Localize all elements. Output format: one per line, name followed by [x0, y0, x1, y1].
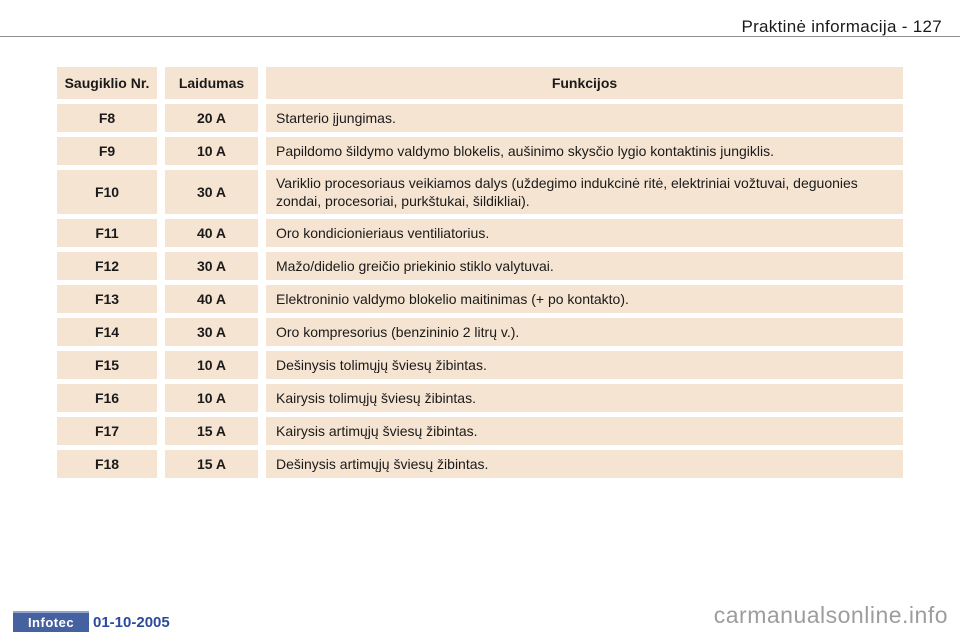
- amperage-cell: 30 A: [165, 170, 258, 215]
- function-cell: Oro kondicionieriaus ventiliatorius.: [266, 219, 903, 248]
- function-cell: Kairysis artimųjų šviesų žibintas.: [266, 417, 903, 446]
- fuse-number-cell: F18: [57, 450, 157, 479]
- infotec-logo: Infotec: [13, 611, 89, 632]
- publish-date: 01-10-2005: [93, 614, 170, 631]
- fuse-number-cell: F17: [57, 417, 157, 446]
- amperage-cell: 40 A: [165, 285, 258, 314]
- amperage-cell: 20 A: [165, 104, 258, 132]
- function-cell: Kairysis tolimųjų šviesų žibintas.: [266, 384, 903, 413]
- fuse-number-cell: F15: [57, 351, 157, 380]
- page-title: Praktinė informacija - 127: [741, 17, 942, 36]
- amperage-cell: 10 A: [165, 137, 258, 165]
- amperage-cell: 40 A: [165, 219, 258, 248]
- fuse-number-cell: F14: [57, 318, 157, 347]
- function-cell: Starterio įjungimas.: [266, 104, 903, 132]
- amperage-cell: 30 A: [165, 318, 258, 347]
- column-header-amperage: Laidumas: [165, 67, 258, 99]
- amperage-cell: 30 A: [165, 252, 258, 281]
- amperage-cell: 10 A: [165, 384, 258, 413]
- fuse-table: Saugiklio Nr. Laidumas Funkcijos F8 20 A…: [57, 67, 903, 479]
- amperage-cell: 15 A: [165, 417, 258, 446]
- fuse-number-cell: F16: [57, 384, 157, 413]
- fuse-number-cell: F12: [57, 252, 157, 281]
- function-cell: Mažo/didelio greičio priekinio stiklo va…: [266, 252, 903, 281]
- function-cell: Dešinysis tolimųjų šviesų žibintas.: [266, 351, 903, 380]
- function-cell: Dešinysis artimųjų šviesų žibintas.: [266, 450, 903, 479]
- amperage-cell: 10 A: [165, 351, 258, 380]
- fuse-number-cell: F8: [57, 104, 157, 132]
- column-header-fuse-number: Saugiklio Nr.: [57, 67, 157, 99]
- fuse-number-cell: F11: [57, 219, 157, 248]
- fuse-number-cell: F9: [57, 137, 157, 165]
- fuse-number-cell: F13: [57, 285, 157, 314]
- header-divider: [0, 36, 960, 37]
- column-header-functions: Funkcijos: [266, 67, 903, 99]
- amperage-cell: 15 A: [165, 450, 258, 479]
- function-cell: Elektroninio valdymo blokelio maitinimas…: [266, 285, 903, 314]
- function-cell: Papildomo šildymo valdymo blokelis, auši…: [266, 137, 903, 165]
- function-cell: Oro kompresorius (benzininio 2 litrų v.)…: [266, 318, 903, 347]
- function-cell: Variklio procesoriaus veikiamos dalys (u…: [266, 170, 903, 215]
- infotec-logo-text: Infotec: [27, 615, 75, 630]
- fuse-number-cell: F10: [57, 170, 157, 215]
- watermark-text: carmanualsonline.info: [713, 602, 948, 628]
